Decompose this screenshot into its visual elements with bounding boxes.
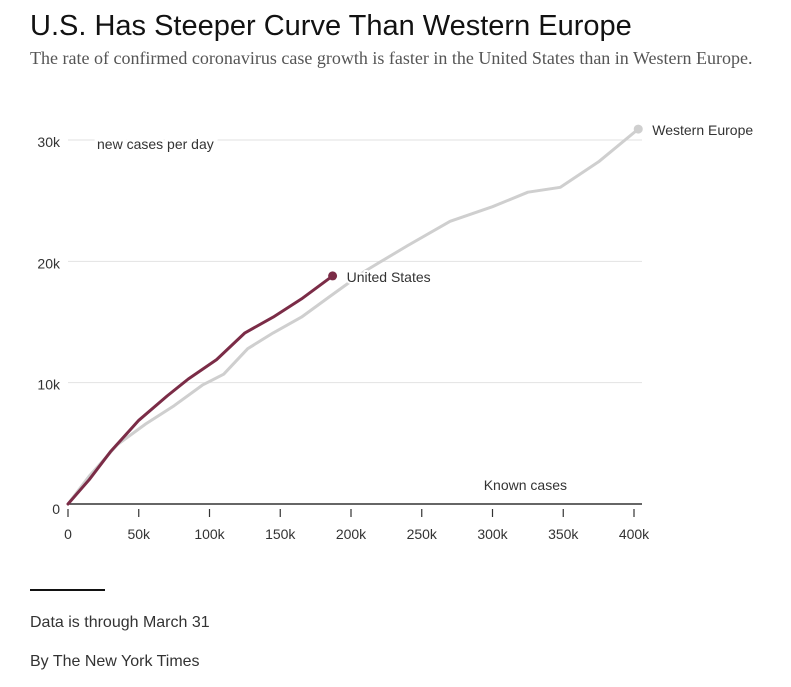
x-tick-label: 150k — [265, 526, 296, 542]
x-axis-title: Known cases — [484, 477, 567, 493]
series-end-dot-us — [328, 271, 338, 281]
y-tick-label: 10k — [37, 377, 61, 393]
data-note: Data is through March 31 — [30, 614, 210, 631]
x-tick-label: 50k — [127, 526, 151, 542]
y-tick-label: 0 — [52, 501, 60, 517]
line-chart: 0 50k 100k 150k 200k 250k 300k 350k 400k 0 10k 20k… — [37, 120, 755, 542]
y-tick-label: 30k — [37, 134, 61, 150]
x-axis: 0 50k 100k 150k 200k 250k 300k 350k 400k — [64, 503, 650, 542]
series-line-europe — [66, 127, 640, 506]
series-label-us: United States — [347, 269, 431, 285]
y-axis-labels: 0 10k 20k 30k — [37, 134, 61, 517]
y-axis-title: new cases per day — [97, 136, 214, 152]
x-tick-label: 0 — [64, 526, 72, 542]
footer-rule — [30, 589, 105, 591]
x-tick-label: 400k — [619, 526, 650, 542]
x-tick-label: 350k — [548, 526, 579, 542]
x-tick-label: 300k — [477, 526, 508, 542]
credit-line: By The New York Times — [30, 653, 200, 670]
series-lines: Western Europe United States — [66, 120, 755, 506]
series-line-us — [66, 274, 335, 506]
x-tick-label: 250k — [407, 526, 438, 542]
x-tick-label: 200k — [336, 526, 367, 542]
x-tick-label: 100k — [194, 526, 225, 542]
series-label-europe: Western Europe — [652, 122, 753, 138]
chart-title: U.S. Has Steeper Curve Than Western Euro… — [30, 10, 632, 42]
chart-subtitle: The rate of confirmed coronavirus case g… — [30, 48, 753, 68]
y-tick-label: 20k — [37, 255, 61, 271]
gridlines — [68, 139, 642, 384]
series-end-dot-europe — [633, 124, 643, 134]
